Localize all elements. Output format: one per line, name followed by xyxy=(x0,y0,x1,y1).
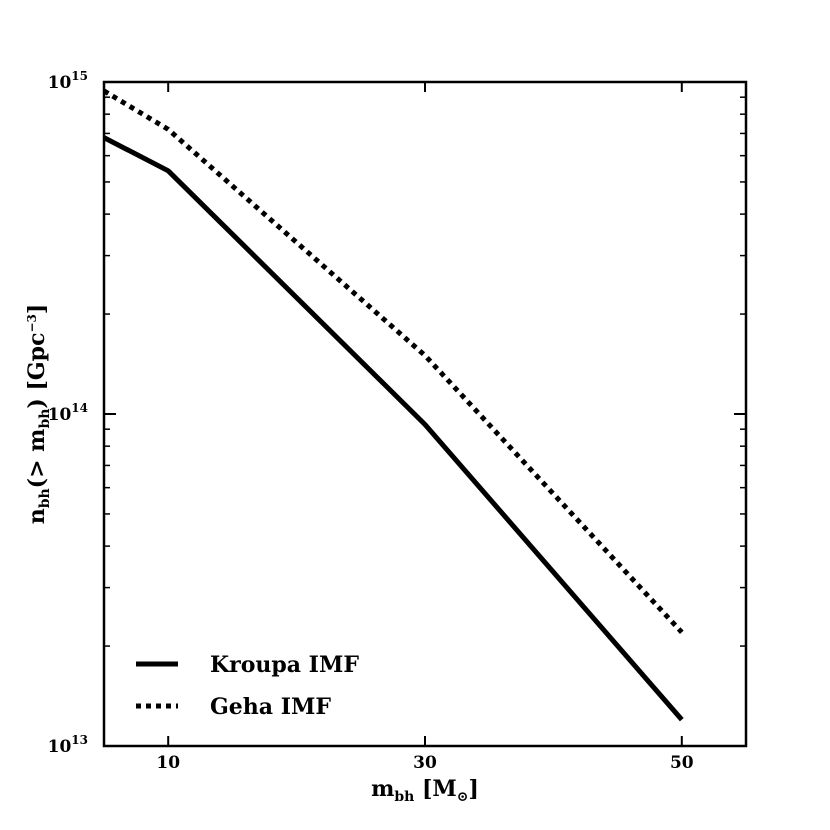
y-tick-label: 1014 xyxy=(48,401,88,425)
x-tick-labels: 10 30 50 xyxy=(156,753,693,773)
series-layer xyxy=(102,88,684,722)
series-line-kroupa-imf xyxy=(102,135,684,722)
legend: Kroupa IMF Geha IMF xyxy=(136,652,359,720)
x-axis-label: mbh [M⊙] xyxy=(371,776,479,805)
x-tick-label: 10 xyxy=(156,753,180,773)
y-tick-label: 1015 xyxy=(48,69,88,93)
y-tick-label: 1013 xyxy=(48,733,88,757)
plot-frame xyxy=(102,80,748,748)
x-tick-label: 30 xyxy=(413,753,437,773)
y-tick-labels: 1013 1014 1015 xyxy=(48,69,88,757)
legend-label: Kroupa IMF xyxy=(210,652,359,678)
legend-label: Geha IMF xyxy=(210,694,331,720)
x-tick-label: 50 xyxy=(670,753,694,773)
y-axis-label: nbh(> mbh) [Gpc−3] xyxy=(24,304,53,525)
